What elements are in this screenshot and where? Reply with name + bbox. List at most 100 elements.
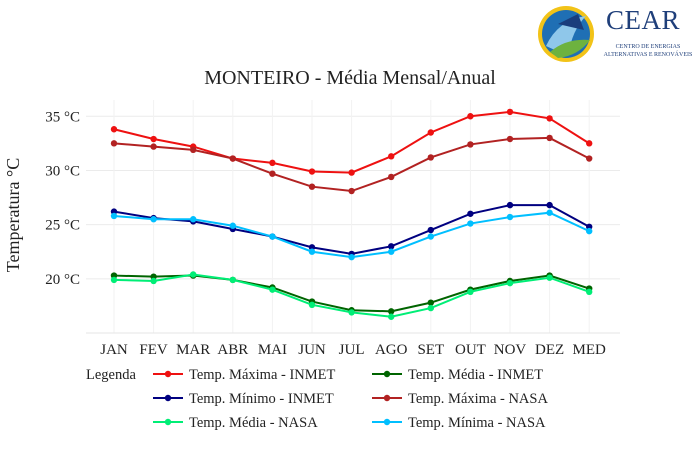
data-point (427, 226, 434, 234)
legend-title: Legenda (86, 367, 136, 383)
y-axis-ticks: 20 °C 25 °C 30 °C 35 °C (45, 109, 80, 288)
data-point (467, 288, 474, 296)
x-tick-label: SET (417, 342, 444, 358)
y-tick-label: 35 °C (45, 109, 80, 125)
data-point (348, 253, 355, 261)
data-point (348, 169, 355, 176)
data-point (269, 159, 276, 167)
data-point (269, 286, 276, 293)
data-point (150, 135, 157, 143)
data-point (546, 209, 553, 216)
data-point (546, 115, 553, 122)
legend-item[interactable]: Temp. Máxima - NASA (372, 391, 548, 407)
data-point (110, 140, 118, 147)
data-point (388, 308, 395, 315)
data-point (586, 288, 593, 296)
x-tick-label: OUT (455, 342, 486, 358)
data-point (506, 279, 514, 287)
data-point (150, 143, 157, 150)
cear-logo (528, 0, 700, 68)
data-point (388, 313, 395, 320)
data-point (308, 301, 316, 309)
data-point (506, 201, 514, 209)
data-point (546, 134, 553, 142)
series-1 (110, 108, 593, 176)
data-point (467, 141, 474, 148)
x-tick-label: JAN (100, 342, 128, 358)
data-point (150, 216, 157, 223)
legend-item[interactable]: Temp. Mínima - NASA (372, 415, 546, 431)
y-axis-title: Temperatura °C (3, 158, 23, 272)
chart-title: MONTEIRO - Média Mensal/Anual (204, 67, 496, 89)
data-point (348, 309, 355, 316)
data-point (190, 216, 197, 223)
logo-subtitle-line2: ALTERNATIVAS E RENOVÁVEIS (603, 52, 693, 58)
x-tick-label: ABR (217, 342, 248, 358)
legend-swatch-marker (383, 418, 391, 426)
data-point (308, 248, 316, 255)
series-5 (110, 271, 593, 320)
legend-swatch-marker (164, 370, 172, 378)
data-point (467, 113, 474, 120)
x-tick-label: MED (573, 342, 607, 358)
logo-subtitle-line1: CENTRO DE ENERGIAS (615, 44, 681, 50)
data-point (427, 304, 434, 312)
data-point (269, 233, 276, 240)
series-4 (110, 134, 593, 195)
data-point (388, 248, 395, 255)
data-point (150, 277, 157, 285)
legend-label: Temp. Máxima - NASA (408, 391, 548, 407)
legend: Legenda Temp. Máxima - INMET Temp. Média … (86, 367, 548, 431)
data-point (388, 173, 395, 181)
legend-label: Temp. Média - INMET (408, 367, 543, 383)
legend-item[interactable]: Temp. Mínimo - INMET (153, 391, 334, 407)
legend-item[interactable]: Temp. Média - INMET (372, 367, 543, 383)
data-point (388, 153, 395, 160)
x-tick-label: MAI (258, 342, 287, 358)
data-point (546, 274, 553, 281)
x-tick-label: JUL (339, 342, 365, 358)
data-point (269, 170, 276, 177)
legend-swatch-marker (164, 418, 172, 426)
data-point (546, 201, 553, 209)
data-point (467, 220, 474, 227)
data-point (506, 135, 514, 143)
data-point (190, 271, 197, 278)
data-point (348, 187, 355, 195)
data-point (190, 146, 197, 154)
legend-item[interactable]: Temp. Média - NASA (153, 415, 318, 431)
data-point (229, 276, 236, 284)
data-point (586, 227, 593, 235)
x-tick-label: MAR (176, 342, 210, 358)
x-tick-label: AGO (375, 342, 408, 358)
data-point (110, 126, 118, 133)
data-point (427, 299, 434, 306)
legend-item[interactable]: Temp. Máxima - INMET (153, 367, 336, 383)
grid (86, 100, 620, 334)
legend-label: Temp. Máxima - INMET (189, 367, 336, 383)
legend-label: Temp. Mínima - NASA (408, 415, 546, 431)
data-point (506, 108, 514, 116)
data-point (467, 210, 474, 217)
x-tick-label: FEV (139, 342, 168, 358)
legend-swatch-marker (383, 370, 391, 378)
series-6 (110, 209, 593, 261)
data-point (229, 155, 236, 162)
data-point (586, 155, 593, 162)
data-point (506, 213, 514, 221)
legend-label: Temp. Mínimo - INMET (189, 391, 334, 407)
x-tick-label: JUN (298, 342, 326, 358)
data-point (586, 140, 593, 147)
data-point (388, 243, 395, 250)
x-tick-label: DEZ (535, 342, 564, 358)
y-tick-label: 25 °C (45, 218, 80, 234)
data-point (110, 276, 118, 284)
x-axis-ticks: JAN FEV MAR ABR MAI JUN JUL AGO SET OUT NOV DEZ MED (100, 342, 606, 358)
x-tick-label: NOV (494, 342, 527, 358)
data-point (427, 154, 434, 161)
data-point (308, 183, 316, 190)
series-group (110, 108, 593, 320)
logo-name: CEAR (606, 5, 681, 35)
data-point (427, 233, 434, 240)
cear-logo-emblem-icon (538, 6, 594, 62)
